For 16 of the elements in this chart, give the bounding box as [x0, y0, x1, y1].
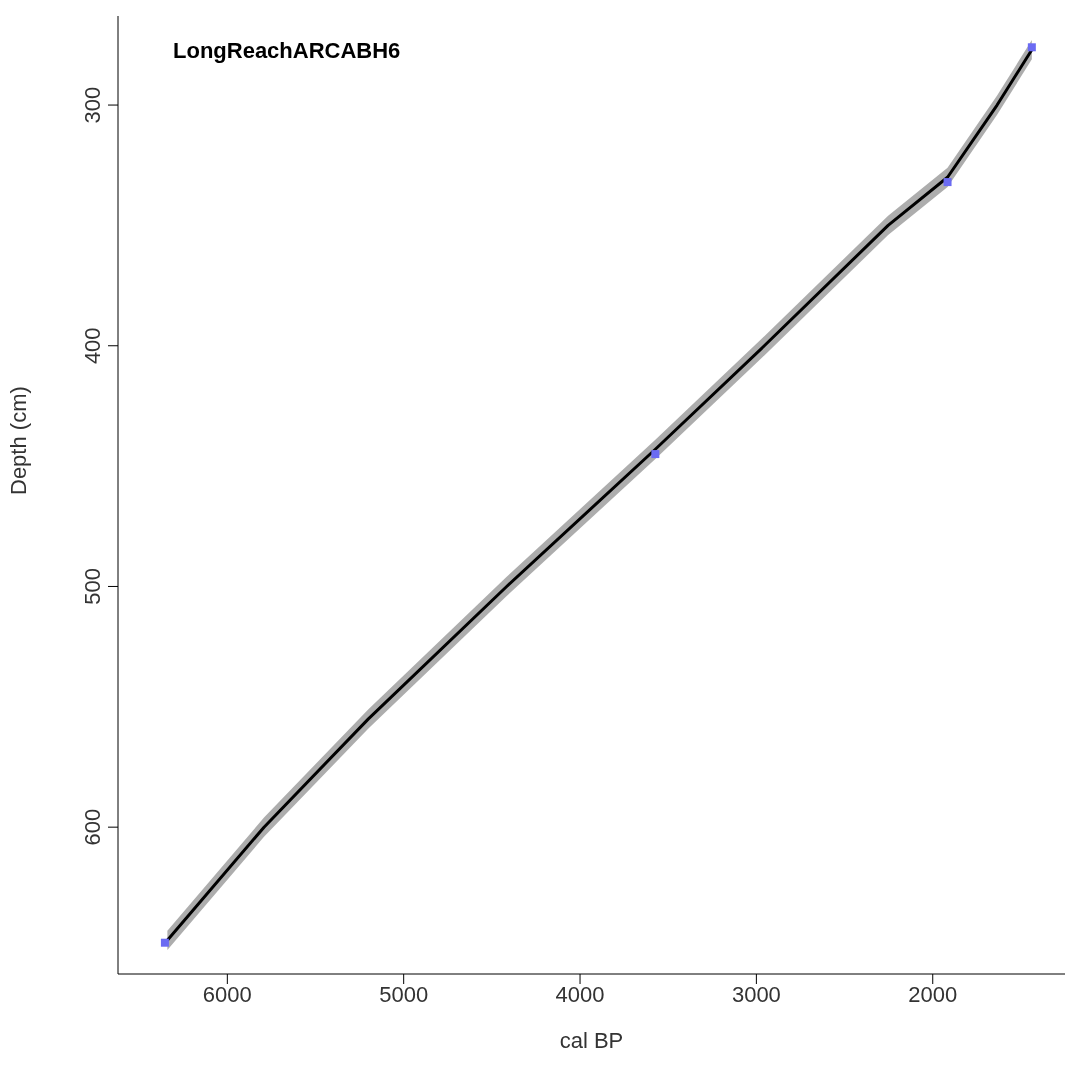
point [943, 178, 952, 187]
point [1027, 43, 1036, 52]
y-axis-title: Depth (cm) [5, 386, 31, 495]
x-tick-label: 3000 [731, 981, 781, 1007]
y-tick-label: 300 [80, 86, 105, 124]
x-tick-label: 6000 [202, 981, 252, 1007]
point [160, 938, 169, 947]
text: LongReachARCABH6 [173, 38, 401, 64]
x-tick-label: 5000 [379, 981, 429, 1007]
point [651, 450, 660, 459]
y-tick-label: 400 [80, 327, 105, 365]
x-tick-label: 2000 [908, 981, 958, 1007]
y-tick-label: 500 [80, 568, 105, 605]
x-axis-title: cal BP [558, 1028, 625, 1054]
x-tick-label: 4000 [555, 981, 605, 1007]
y-tick-label: 600 [80, 808, 105, 846]
